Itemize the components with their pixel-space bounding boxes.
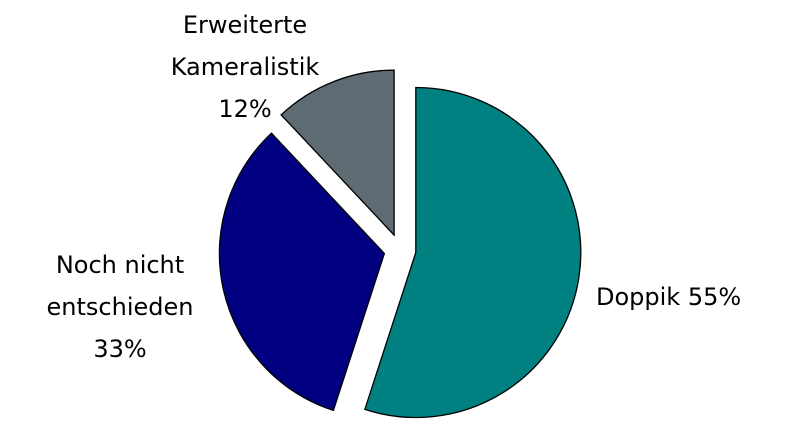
slice-value: 55% xyxy=(687,283,742,311)
slice-label: Erweiterte Kameralistik 12% xyxy=(140,4,350,130)
slice-label: Noch nicht entschieden 33% xyxy=(10,244,230,370)
slice-value: 33% xyxy=(93,335,147,363)
slice-name: Noch nicht entschieden xyxy=(46,251,194,321)
slice-name: Doppik xyxy=(596,283,681,311)
slice-label: Doppik 55% xyxy=(596,276,806,318)
pie-slice xyxy=(218,132,386,412)
pie-slice xyxy=(363,86,582,419)
slice-value: 12% xyxy=(218,95,272,123)
slice-name: Erweiterte Kameralistik xyxy=(170,11,320,81)
pie-slice xyxy=(280,69,395,237)
